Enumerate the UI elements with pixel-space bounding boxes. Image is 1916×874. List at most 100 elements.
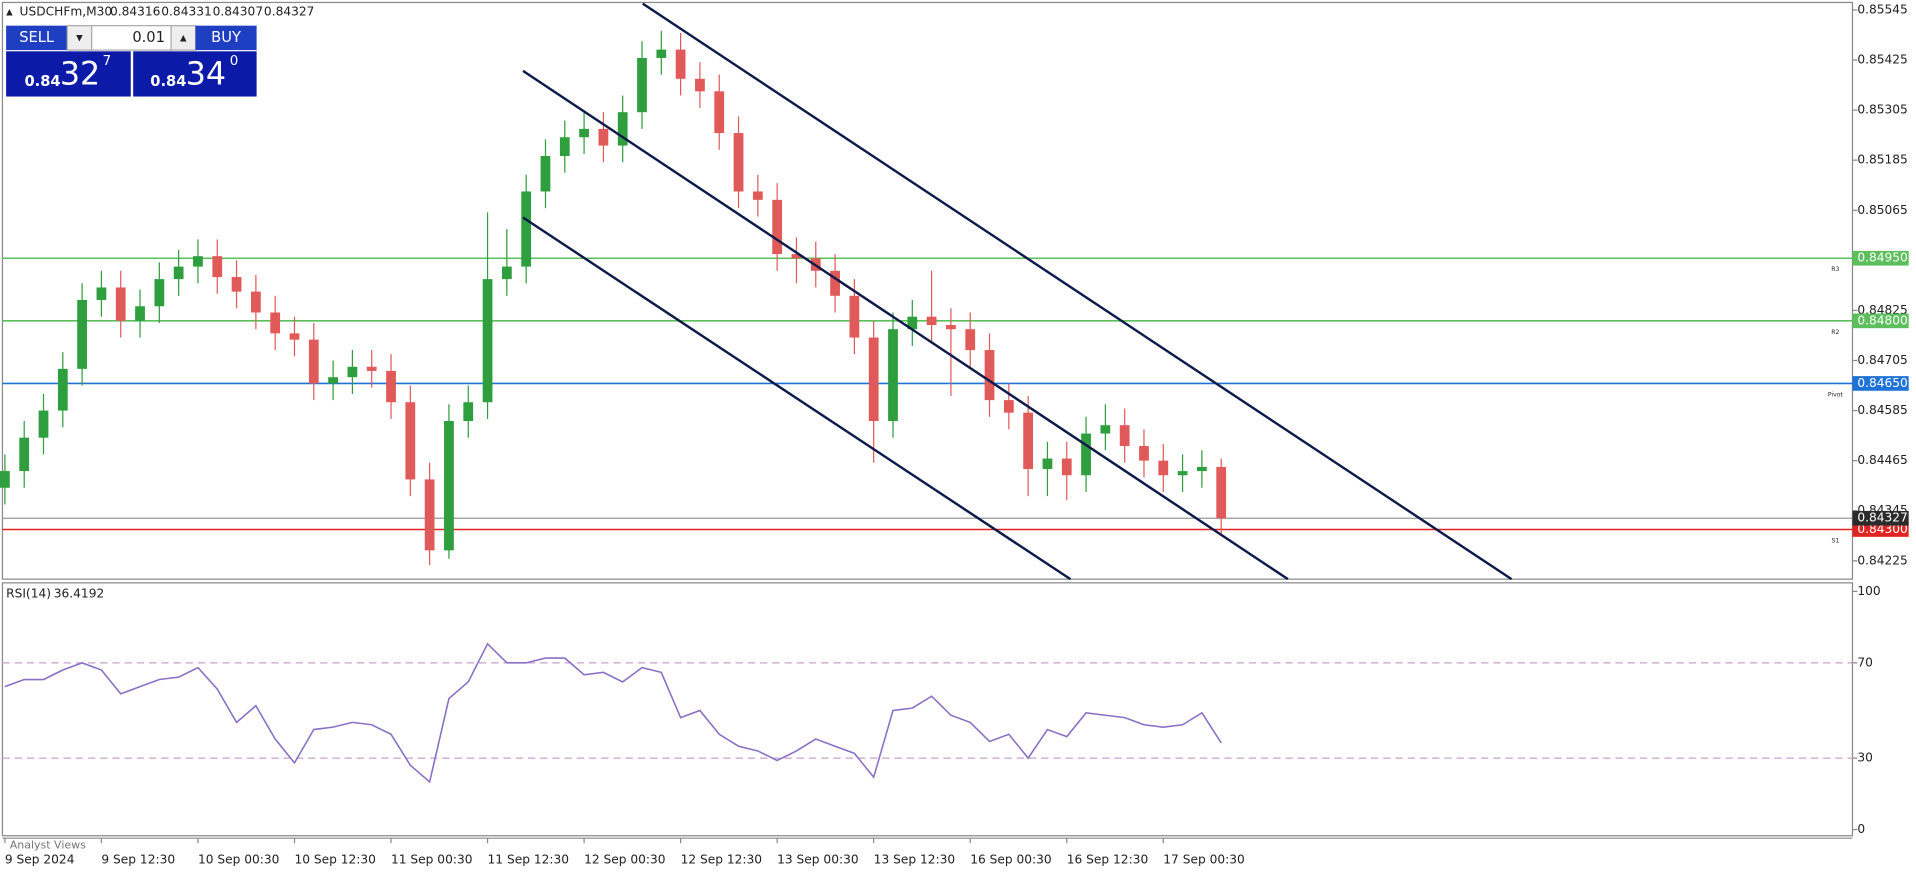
price-tag-label: 0.84800 — [1857, 313, 1907, 327]
ask-big[interactable]: 0.84 — [150, 73, 186, 90]
candle-body — [1197, 466, 1207, 472]
level-name: S1 — [1831, 538, 1839, 545]
candle-body — [637, 57, 647, 113]
x-tick-label: 10 Sep 00:30 — [198, 853, 279, 867]
y-tick-label: 70 — [1857, 655, 1873, 669]
candle-body — [579, 128, 589, 138]
candle-body — [752, 191, 763, 200]
quote-low: 0.84307 — [213, 5, 263, 19]
y-tick-label: 0.85545 — [1857, 2, 1907, 16]
y-tick-label: 0.84585 — [1857, 403, 1907, 417]
level-name: Pivot — [1828, 391, 1844, 398]
y-tick-label: 0.85425 — [1857, 53, 1907, 67]
candle-body — [1042, 458, 1053, 469]
candle-body — [1177, 471, 1188, 476]
candle-body — [212, 256, 223, 278]
candle-body — [714, 91, 725, 134]
x-tick-label: 9 Sep 12:30 — [101, 853, 175, 867]
candle-body — [926, 316, 937, 326]
candle-body — [57, 368, 68, 411]
candle-body — [19, 437, 30, 472]
y-tick-label: 30 — [1857, 751, 1873, 765]
candle-body — [501, 266, 512, 280]
candle-body — [559, 137, 570, 157]
ask-pips[interactable]: 34 — [186, 57, 226, 93]
quote-high: 0.84331 — [161, 5, 211, 19]
candle-body — [154, 279, 165, 307]
x-tick-label: 16 Sep 00:30 — [970, 853, 1051, 867]
candle-body — [1119, 425, 1130, 447]
rsi-line — [4, 642, 1222, 784]
y-tick-label: 0.84705 — [1857, 353, 1907, 367]
rsi-title: RSI(14) — [6, 586, 51, 600]
candle-body — [1023, 412, 1034, 469]
buy-label[interactable]: BUY — [211, 29, 241, 46]
y-tick-label: 0.84225 — [1857, 553, 1907, 567]
channel-line — [522, 216, 1072, 581]
candle-body — [193, 256, 203, 267]
candle-body — [482, 279, 493, 403]
price-tag-label: 0.84950 — [1857, 251, 1907, 265]
sell-button[interactable] — [6, 25, 68, 51]
candle-body — [695, 78, 705, 92]
y-tick-label: 0.84825 — [1857, 303, 1907, 317]
bid-pips[interactable]: 32 — [60, 57, 100, 93]
buy-button[interactable] — [195, 25, 257, 51]
ask-point[interactable]: 0 — [230, 54, 239, 69]
x-tick-label: 13 Sep 12:30 — [874, 853, 955, 867]
y-tick-label: 0.84465 — [1857, 453, 1907, 467]
price-tag-label: 0.84650 — [1857, 376, 1907, 390]
candle-body — [1216, 466, 1227, 519]
arrow: ▲ — [6, 8, 13, 18]
channel-line — [642, 2, 1513, 581]
quote-open: 0.84316 — [110, 5, 160, 19]
candle-body — [444, 421, 454, 551]
candle-body — [386, 370, 396, 403]
candle-body — [115, 287, 126, 321]
volume-value[interactable]: 0.01 — [132, 29, 165, 46]
volume-up[interactable] — [170, 25, 197, 51]
bid-box[interactable] — [6, 51, 131, 97]
quote-close: 0.84327 — [264, 5, 314, 19]
candle-body — [1139, 446, 1149, 461]
current-price-label: 0.84327 — [1857, 511, 1907, 525]
price-tag — [1852, 376, 1909, 391]
price-tag — [1852, 510, 1909, 526]
candle-body — [270, 312, 281, 334]
x-tick-label: 13 Sep 00:30 — [777, 853, 858, 867]
candle-body — [598, 128, 609, 146]
candle-body — [405, 402, 416, 480]
candle-body — [984, 350, 995, 401]
rsi-pane — [1, 582, 1854, 837]
down-arrow[interactable]: ▼ — [76, 33, 83, 43]
candle-body — [424, 479, 435, 551]
footer-tab[interactable]: Analyst Views — [10, 839, 86, 852]
x-tick-label: 17 Sep 00:30 — [1163, 853, 1244, 867]
candle-body — [772, 199, 783, 255]
ask-box[interactable] — [133, 51, 257, 97]
candle-body — [173, 266, 184, 280]
candle-body — [540, 156, 551, 192]
price-tag — [1852, 313, 1909, 329]
up-arrow[interactable]: ▲ — [180, 33, 187, 43]
channel-line — [522, 69, 1289, 581]
y-tick-label: 100 — [1857, 584, 1880, 598]
candle-body — [1100, 425, 1111, 434]
x-tick-label: 16 Sep 12:30 — [1067, 853, 1148, 867]
candle-body — [656, 49, 667, 58]
y-tick-label: 0 — [1857, 822, 1865, 836]
sell-label[interactable]: SELL — [19, 29, 55, 46]
price-pane — [1, 1, 1854, 580]
candle-body — [1081, 433, 1091, 476]
bid-point[interactable]: 7 — [103, 54, 112, 69]
candle-body — [907, 316, 918, 330]
bid-big[interactable]: 0.84 — [24, 73, 60, 90]
x-tick-label: 11 Sep 12:30 — [488, 853, 569, 867]
candle-body — [849, 295, 860, 338]
candle-body — [888, 329, 898, 422]
candle-body — [1061, 458, 1072, 476]
x-tick-label: 12 Sep 12:30 — [681, 853, 762, 867]
